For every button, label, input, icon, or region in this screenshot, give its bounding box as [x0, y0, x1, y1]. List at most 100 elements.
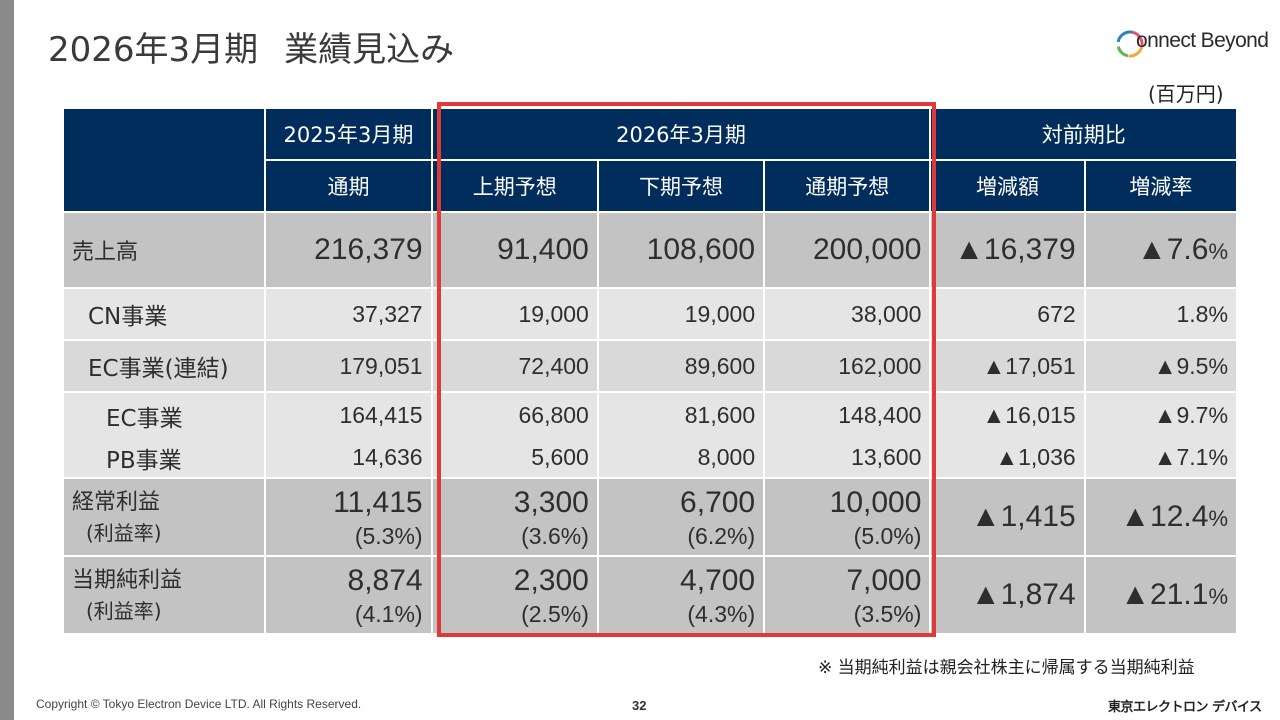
row-label-main: 経常利益 — [72, 490, 161, 515]
row-label: EC事業(連結) — [61, 339, 267, 393]
rate-value: ▲9.7 — [1153, 402, 1209, 428]
row-label-sub: (利益率) — [86, 521, 162, 545]
rate-unit: % — [1208, 353, 1228, 379]
cell-h2: 4,700 (4.3%) — [596, 555, 766, 635]
cell-h1: 91,400 — [430, 211, 599, 289]
header-corner — [61, 107, 267, 213]
row-label: PB事業 — [61, 438, 267, 478]
title-period: 2026年3月期 — [48, 30, 259, 70]
cell-fy2025: 216,379 — [264, 211, 433, 289]
row-label: 経常利益 (利益率) — [61, 477, 267, 557]
row-ordinary-profit: 経常利益 (利益率) 11,415 (5.3%) 3,300 (3.6%) 6,700… — [61, 477, 1239, 557]
footnote: ※ 当期純利益は親会社株主に帰属する当期純利益 — [818, 658, 1195, 678]
rate-unit: % — [1208, 584, 1228, 609]
cell-h1: 72,400 — [430, 339, 599, 393]
row-sales: 売上高 216,379 91,400 108,600 200,000 ▲16,3… — [61, 211, 1239, 289]
title-main: 業績見込み — [284, 30, 455, 70]
cell-fy2025: 11,415 (5.3%) — [264, 477, 433, 557]
logo-text: onnect Beyond — [1136, 29, 1269, 52]
page-title: 2026年3月期 業績見込み — [48, 22, 454, 71]
cell-change: ▲17,051 — [929, 339, 1086, 393]
cell-value: 7,000 — [846, 564, 922, 597]
cell-value: 8,874 — [347, 564, 423, 597]
row-label: CN事業 — [61, 287, 267, 341]
cell-fy2025: 164,415 — [264, 392, 433, 438]
row-ec-business: EC事業 164,415 66,800 81,600 148,400 ▲16,0… — [61, 392, 1239, 438]
unit-label: (百万円) — [1148, 82, 1224, 106]
cell-fy2026: 148,400 — [763, 392, 932, 438]
row-label-main: 当期純利益 — [72, 568, 183, 593]
cell-h2: 8,000 — [596, 438, 766, 478]
header-group-2025: 2025年3月期 — [264, 107, 433, 161]
header-change-rate: 増減率 — [1083, 159, 1239, 213]
copyright: Copyright © Tokyo Electron Device LTD. A… — [36, 697, 362, 711]
cell-rate: ▲9.7% — [1083, 392, 1239, 438]
row-label: EC事業 — [61, 392, 267, 438]
cell-fy2026: 38,000 — [763, 287, 932, 341]
rate-unit: % — [1208, 403, 1228, 428]
cell-h2: 108,600 — [596, 211, 766, 289]
cell-rate: 1.8% — [1083, 287, 1239, 341]
rate-value: ▲7.6 — [1137, 233, 1209, 266]
cell-h2: 6,700 (6.2%) — [596, 477, 766, 557]
forecast-table: 2025年3月期 2026年3月期 対前期比 通期 上期予想 下期予想 通期予想… — [61, 107, 1239, 635]
cell-rate: ▲12.4% — [1083, 477, 1239, 557]
rate-value: 1.8 — [1176, 300, 1209, 327]
row-label: 当期純利益 (利益率) — [61, 555, 267, 635]
cell-h1: 5,600 — [430, 438, 599, 478]
cell-fy2025: 8,874 (4.1%) — [264, 555, 433, 635]
header-h2-forecast: 下期予想 — [596, 159, 766, 213]
header-full-forecast: 通期予想 — [763, 159, 932, 213]
cell-value: 11,415 — [333, 486, 423, 519]
cell-h1: 3,300 (3.6%) — [430, 477, 599, 557]
header-change-amount: 増減額 — [929, 159, 1086, 213]
cell-value: 2,300 — [513, 564, 589, 597]
cell-rate: ▲7.1% — [1083, 438, 1239, 478]
row-cn-business: CN事業 37,327 19,000 19,000 38,000 672 1.8… — [61, 287, 1239, 341]
row-ec-consolidated: EC事業(連結) 179,051 72,400 89,600 162,000 ▲… — [61, 339, 1239, 393]
cell-margin: (6.2%) — [687, 523, 756, 549]
row-label-sub: (利益率) — [86, 599, 162, 623]
header-full-2025: 通期 — [264, 159, 433, 213]
cell-change: ▲16,015 — [929, 392, 1086, 438]
page-number: 32 — [632, 698, 647, 713]
cell-rate: ▲21.1% — [1083, 555, 1239, 635]
cell-value: 3,300 — [513, 486, 589, 519]
cell-fy2025: 14,636 — [264, 438, 433, 478]
cell-value: 10,000 — [829, 486, 922, 519]
row-pb-business: PB事業 14,636 5,600 8,000 13,600 ▲1,036 ▲7… — [61, 438, 1239, 478]
cell-change: 672 — [929, 287, 1086, 341]
rate-value: ▲7.1 — [1153, 444, 1209, 470]
rate-value: ▲12.4 — [1120, 500, 1209, 533]
rate-value: ▲9.5 — [1153, 352, 1209, 379]
cell-rate: ▲9.5% — [1083, 339, 1239, 393]
cell-fy2026: 13,600 — [763, 438, 932, 478]
cell-margin: (5.3%) — [354, 523, 423, 549]
connect-beyond-logo: onnect Beyond — [1114, 26, 1269, 66]
rate-unit: % — [1208, 239, 1228, 264]
cell-change: ▲1,415 — [929, 477, 1086, 557]
cell-change: ▲1,036 — [929, 438, 1086, 478]
cell-h1: 2,300 (2.5%) — [430, 555, 599, 635]
cell-margin: (5.0%) — [853, 523, 922, 549]
header-group-yoy: 対前期比 — [929, 107, 1238, 161]
row-net-income: 当期純利益 (利益率) 8,874 (4.1%) 2,300 (2.5%) 4,700… — [61, 555, 1239, 635]
cell-margin: (4.1%) — [354, 601, 423, 627]
cell-margin: (4.3%) — [687, 601, 756, 627]
header-group-2026: 2026年3月期 — [430, 107, 932, 161]
rate-unit: % — [1208, 445, 1228, 470]
cell-change: ▲16,379 — [929, 211, 1086, 289]
cell-h2: 81,600 — [596, 392, 766, 438]
rate-value: ▲21.1 — [1120, 578, 1209, 611]
cell-value: 4,700 — [680, 564, 756, 597]
cell-margin: (3.6%) — [521, 523, 589, 549]
row-label: 売上高 — [61, 211, 267, 289]
cell-h2: 19,000 — [596, 287, 766, 341]
rate-unit: % — [1208, 301, 1228, 327]
cell-value: 6,700 — [680, 486, 756, 519]
company-logo-text: 東京エレクトロン デバイス — [1108, 700, 1262, 715]
cell-fy2026: 200,000 — [763, 211, 932, 289]
cell-change: ▲1,874 — [929, 555, 1086, 635]
logo-ring-icon — [1116, 30, 1144, 58]
cell-fy2026: 7,000 (3.5%) — [763, 555, 932, 635]
